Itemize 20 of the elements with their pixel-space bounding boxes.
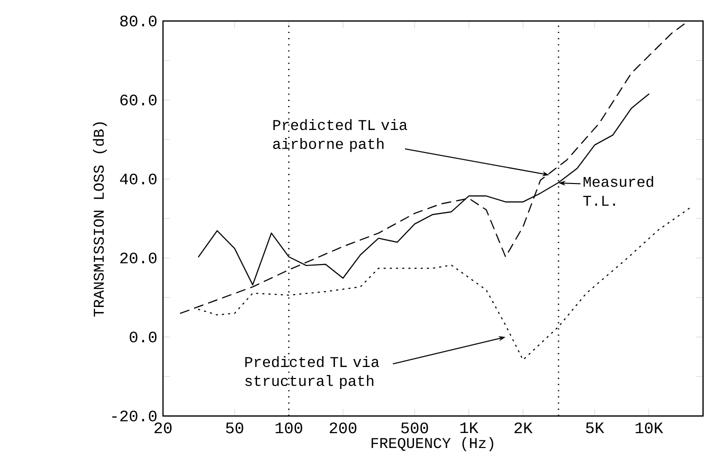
x-tick-label: 200 [330,422,356,434]
x-tick-label: 20 [154,422,172,434]
x-tick-label: 5K [586,422,604,434]
x-tick-label: 2K [514,422,533,434]
annotation: Predicted TL via airborne path [273,119,408,152]
y-tick-label: 80.0 [120,16,156,26]
y-tick-label: 20.0 [120,252,156,264]
y-tick-label: 0.0 [130,332,156,342]
y-tick-label: -20.0 [112,410,156,422]
y-tick-label: 40.0 [120,174,156,184]
x-tick-label: 50 [226,422,244,434]
y-tick-label: 60.0 [120,94,156,106]
x-tick-label: 100 [276,422,302,434]
x-tick-label: 1K [460,422,478,434]
annotation: Predicted TL via structural path [245,356,380,389]
y-axis-title: TRANSMISSION LOSS (dB) [92,122,107,317]
x-tick-label: 500 [401,422,428,434]
x-axis-title: FREQUENCY (Hz) [372,437,494,452]
x-tick-label: 10K [636,422,664,434]
annotation: Measured T.L. [583,176,654,206]
